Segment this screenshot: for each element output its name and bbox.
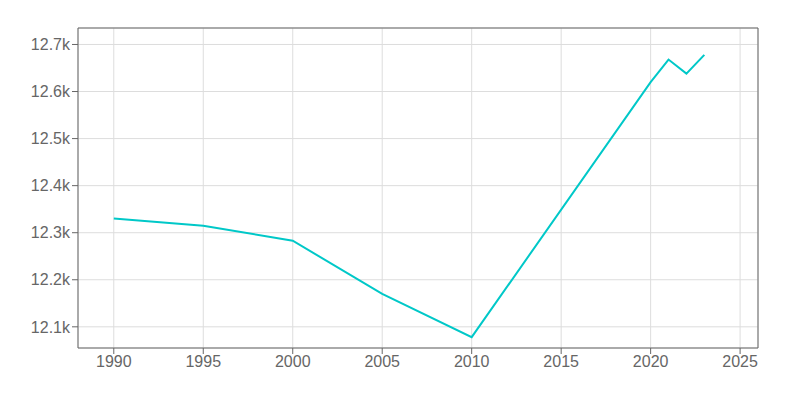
svg-text:2010: 2010: [454, 353, 490, 370]
svg-text:12.4k: 12.4k: [31, 177, 71, 194]
svg-text:12.2k: 12.2k: [31, 271, 71, 288]
svg-text:2000: 2000: [275, 353, 311, 370]
svg-text:12.1k: 12.1k: [31, 319, 71, 336]
svg-text:1990: 1990: [96, 353, 132, 370]
svg-text:1995: 1995: [185, 353, 221, 370]
svg-text:2005: 2005: [364, 353, 400, 370]
svg-text:12.6k: 12.6k: [31, 83, 71, 100]
svg-text:2015: 2015: [543, 353, 579, 370]
svg-text:12.5k: 12.5k: [31, 130, 71, 147]
svg-text:12.3k: 12.3k: [31, 224, 71, 241]
svg-text:12.7k: 12.7k: [31, 36, 71, 53]
svg-text:2025: 2025: [722, 353, 758, 370]
svg-text:2020: 2020: [633, 353, 669, 370]
